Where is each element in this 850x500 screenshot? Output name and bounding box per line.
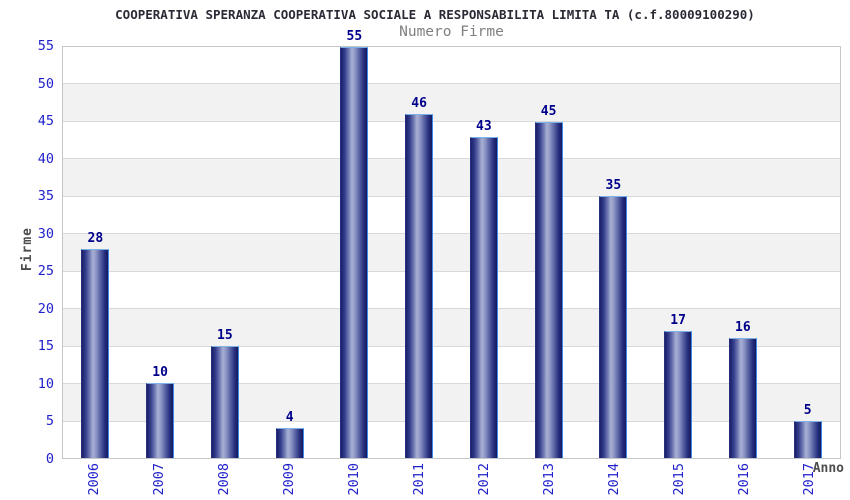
bar-2008[interactable] — [210, 345, 239, 458]
x-tick-2010: 2010 — [346, 463, 363, 496]
bar-cell-2013: 45 — [516, 47, 581, 458]
bar-2014[interactable] — [599, 196, 628, 458]
chart-subtitle: Numero Firme — [399, 24, 504, 40]
x-tick-2016: 2016 — [735, 463, 752, 496]
bar-value-label: 10 — [152, 365, 168, 381]
bar-2006[interactable] — [81, 248, 110, 458]
bar-cell-2008: 15 — [193, 47, 258, 458]
x-tick-2014: 2014 — [605, 463, 622, 496]
bar-2017[interactable] — [793, 420, 822, 458]
bar-2015[interactable] — [664, 330, 693, 458]
bar-value-label: 43 — [476, 118, 492, 134]
y-tick: 55 — [37, 38, 54, 54]
x-tick-2009: 2009 — [281, 463, 298, 496]
bar-value-label: 16 — [735, 320, 751, 336]
bar-value-label: 46 — [411, 96, 427, 112]
y-tick: 45 — [37, 113, 54, 130]
y-tick: 35 — [37, 188, 54, 205]
bar-value-label: 55 — [346, 29, 363, 44]
y-tick: 40 — [37, 150, 54, 167]
y-tick: 25 — [37, 263, 54, 280]
bar-value-label: 4 — [285, 410, 294, 426]
bar-2011[interactable] — [405, 114, 434, 458]
bar-cell-2009: 4 — [257, 47, 322, 458]
bar-cell-2014: 35 — [581, 47, 646, 458]
bar-value-label: 17 — [670, 312, 686, 328]
bar-cell-2011: 46 — [387, 47, 452, 458]
bar-2012[interactable] — [469, 136, 498, 458]
bar-series: 28 10 15 4 55 46 — [63, 30, 840, 458]
bar-cell-2006: 28 — [63, 47, 128, 458]
bar-2009[interactable] — [275, 428, 304, 458]
bar-2007[interactable] — [146, 383, 175, 458]
plot-area: 28 10 15 4 55 46 — [62, 30, 841, 459]
bar-value-label: 5 — [803, 402, 812, 418]
bar-cell-2007: 10 — [128, 47, 193, 458]
x-tick-2011: 2011 — [411, 463, 428, 496]
y-axis: 0 5 10 15 20 25 30 35 40 45 50 55 — [0, 38, 54, 467]
y-tick: 15 — [37, 338, 54, 355]
bar-2013[interactable] — [534, 121, 563, 458]
bar-value-label: 45 — [540, 103, 557, 119]
bar-2010[interactable] — [340, 47, 369, 458]
bar-cell-2017: 5 — [775, 47, 840, 458]
bar-cell-2010: 55 — [322, 30, 387, 458]
bar-value-label: 35 — [605, 178, 622, 194]
y-tick: 50 — [37, 75, 54, 92]
x-tick-2006: 2006 — [86, 463, 103, 496]
background-bands — [63, 47, 840, 458]
bar-cell-2012: 43 — [452, 47, 517, 458]
y-tick: 0 — [45, 451, 54, 467]
bar-cell-2015: 17 — [646, 47, 711, 458]
chart-title: COOPERATIVA SPERANZA COOPERATIVA SOCIALE… — [115, 7, 755, 22]
x-tick-2015: 2015 — [670, 463, 687, 496]
x-tick-2013: 2013 — [540, 463, 557, 496]
x-tick-2008: 2008 — [216, 463, 233, 496]
bar-2016[interactable] — [728, 338, 757, 458]
bar-value-label: 15 — [217, 327, 233, 343]
x-tick-2007: 2007 — [151, 463, 168, 496]
x-tick-2012: 2012 — [475, 463, 492, 496]
bar-cell-2016: 16 — [711, 47, 776, 458]
y-tick: 10 — [37, 375, 54, 392]
x-axis-title: Anno — [812, 461, 844, 476]
bar-value-label: 28 — [87, 230, 104, 246]
y-tick: 20 — [37, 300, 54, 317]
x-axis: 2006 2007 2008 2009 2010 2011 2012 2013 … — [62, 463, 841, 500]
y-tick: 30 — [37, 225, 54, 242]
y-tick: 5 — [45, 413, 54, 430]
